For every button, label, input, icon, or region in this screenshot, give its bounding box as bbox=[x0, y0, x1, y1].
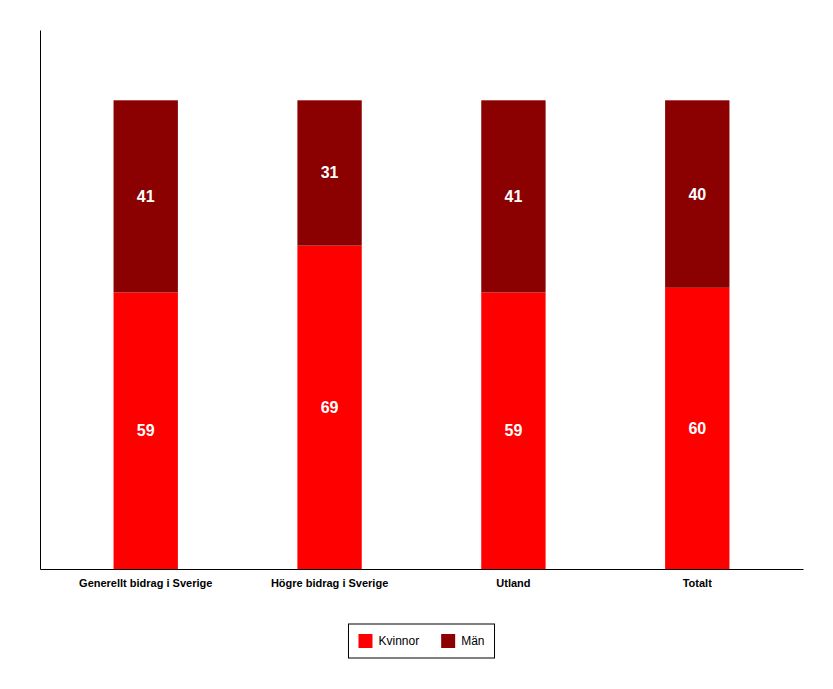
bar-segment bbox=[114, 100, 178, 292]
x-tick-label: Utland bbox=[496, 577, 530, 589]
data-label: 31 bbox=[321, 164, 339, 181]
legend-label: Kvinnor bbox=[378, 634, 419, 648]
bars bbox=[114, 100, 730, 569]
bar-segment bbox=[665, 288, 729, 569]
x-tick-label: Generellt bidrag i Sverige bbox=[79, 577, 212, 589]
x-axis-line bbox=[41, 569, 804, 570]
legend-frame bbox=[348, 624, 494, 658]
plot: 59 69 59 60 41 31 41 40 Generellt bidrag i Sveri… bbox=[41, 31, 804, 589]
bar-segment bbox=[114, 292, 178, 569]
data-label: 69 bbox=[321, 399, 339, 416]
x-tick-label: Totalt bbox=[683, 577, 712, 589]
bar-segment bbox=[297, 246, 361, 569]
data-label: 40 bbox=[688, 186, 706, 203]
y-axis bbox=[40, 31, 41, 570]
data-label: 60 bbox=[688, 420, 706, 437]
legend: Kvinnor Män bbox=[348, 624, 494, 658]
data-label: 59 bbox=[137, 422, 155, 439]
legend-item: Män bbox=[441, 634, 484, 648]
data-label: 41 bbox=[137, 188, 155, 205]
legend-swatch bbox=[358, 634, 372, 648]
bar-segment bbox=[481, 100, 545, 292]
legend-swatch bbox=[441, 634, 455, 648]
x-axis: Generellt bidrag i Sverige Högre bidrag i… bbox=[41, 570, 804, 589]
bar-segment bbox=[481, 292, 545, 569]
x-tick: Generellt bidrag i Sverige bbox=[79, 577, 212, 589]
y-axis-line bbox=[40, 31, 41, 570]
data-label: 41 bbox=[505, 188, 523, 205]
legend-item: Kvinnor bbox=[358, 634, 419, 648]
chart: 59 69 59 60 41 31 41 40 Generellt bidrag i Sveri… bbox=[0, 0, 833, 689]
x-tick-label: Högre bidrag i Sverige bbox=[271, 577, 388, 589]
data-label: 59 bbox=[505, 422, 523, 439]
data-labels: 59 69 59 60 41 31 41 40 bbox=[137, 164, 706, 439]
x-tick: Totalt bbox=[683, 577, 712, 589]
legend-label: Män bbox=[461, 634, 484, 648]
bar-segment bbox=[665, 100, 729, 287]
bar-segment bbox=[297, 100, 361, 245]
x-tick: Utland bbox=[496, 577, 530, 589]
x-tick: Högre bidrag i Sverige bbox=[271, 577, 388, 589]
